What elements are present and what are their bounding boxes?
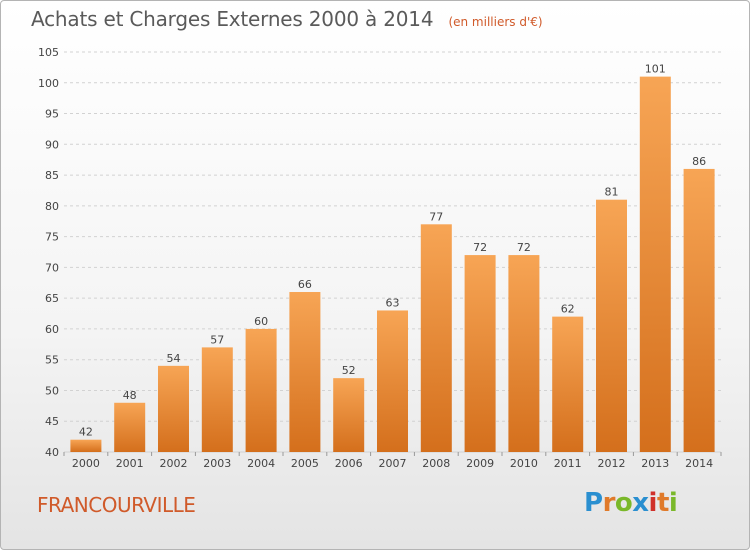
y-tick-label: 50	[45, 384, 59, 397]
y-tick-label: 45	[45, 415, 59, 428]
x-tick-label: 2009	[466, 457, 494, 470]
bar-2008	[420, 224, 452, 452]
bar-2011	[552, 316, 584, 452]
y-tick-label: 95	[45, 108, 59, 121]
y-tick-label: 70	[45, 261, 59, 274]
x-tick-label: 2014	[685, 457, 713, 470]
bar-2000	[70, 439, 102, 452]
data-label: 81	[605, 186, 619, 199]
y-tick-label: 80	[45, 200, 59, 213]
y-tick-label: 100	[38, 77, 59, 90]
chart-title: Achats et Charges Externes 2000 à 2014	[31, 7, 434, 31]
x-tick-label: 2010	[510, 457, 538, 470]
bar-2012	[596, 199, 627, 452]
y-tick-label: 90	[45, 138, 59, 151]
bar-2001	[114, 402, 146, 452]
bar-2002	[158, 365, 189, 452]
y-tick-label: 55	[45, 354, 59, 367]
data-label: 60	[254, 315, 268, 328]
proxiti-logo: Proxiti	[584, 488, 678, 518]
x-tick-label: 2001	[116, 457, 144, 470]
x-tick-label: 2002	[160, 457, 188, 470]
y-tick-label: 40	[45, 446, 59, 459]
data-label: 57	[210, 333, 224, 346]
logo-letter: x	[632, 488, 649, 518]
x-tick-label: 2012	[598, 457, 626, 470]
data-label: 42	[79, 426, 93, 439]
logo-letter: t	[656, 488, 669, 518]
bar-2013	[639, 76, 671, 452]
data-label: 86	[692, 155, 706, 168]
y-tick-label: 75	[45, 231, 59, 244]
data-label: 52	[342, 364, 356, 377]
data-label: 77	[429, 210, 443, 223]
logo-letter: r	[602, 488, 616, 518]
x-tick-label: 2000	[72, 457, 100, 470]
data-labels: 42 48 54 57 60 66 52 63 77 72 72 62 81 101 86	[79, 63, 706, 439]
logo-letter: P	[584, 488, 603, 518]
y-tick-label: 105	[38, 46, 59, 59]
data-label: 101	[645, 63, 666, 76]
data-label: 66	[298, 278, 312, 291]
data-label: 72	[473, 241, 487, 254]
data-label: 48	[123, 389, 137, 402]
data-label: 72	[517, 241, 531, 254]
title-row: Achats et Charges Externes 2000 à 2014 (…	[31, 7, 543, 31]
x-tick-label: 2003	[203, 457, 231, 470]
x-tick-label: 2008	[422, 457, 450, 470]
y-tick-label: 60	[45, 323, 59, 336]
x-tick-label: 2007	[379, 457, 407, 470]
x-tick-label: 2013	[641, 457, 669, 470]
x-tick-label: 2011	[554, 457, 582, 470]
x-tick-label: 2006	[335, 457, 363, 470]
logo-letter: i	[648, 488, 658, 518]
x-axis-ticks: 2000 2001 2002 2003 2004 2005 2006 2007 2008 2009…	[63, 452, 722, 470]
bar-2005	[289, 292, 321, 452]
bar-2010	[508, 255, 540, 452]
bar-2004	[245, 328, 277, 452]
place-name: FRANCOURVILLE	[37, 493, 196, 517]
x-tick-label: 2005	[291, 457, 319, 470]
chart-subtitle: (en milliers d'€)	[448, 15, 543, 29]
bar-2014	[683, 168, 715, 452]
logo-letter: o	[614, 488, 633, 518]
data-label: 63	[386, 296, 400, 309]
bar-2003	[201, 347, 233, 452]
y-axis-ticks: 40 45 50 55 60 65 70 75 80 85 90 95 100 105	[38, 46, 59, 459]
data-label: 54	[167, 352, 181, 365]
logo-letter: i	[668, 488, 678, 518]
x-tick-label: 2004	[247, 457, 275, 470]
bar-2007	[377, 310, 408, 452]
y-tick-label: 65	[45, 292, 59, 305]
bars	[70, 76, 715, 452]
data-label: 62	[561, 303, 575, 316]
y-tick-label: 85	[45, 169, 59, 182]
bar-2006	[333, 378, 365, 452]
bar-2009	[464, 255, 496, 452]
